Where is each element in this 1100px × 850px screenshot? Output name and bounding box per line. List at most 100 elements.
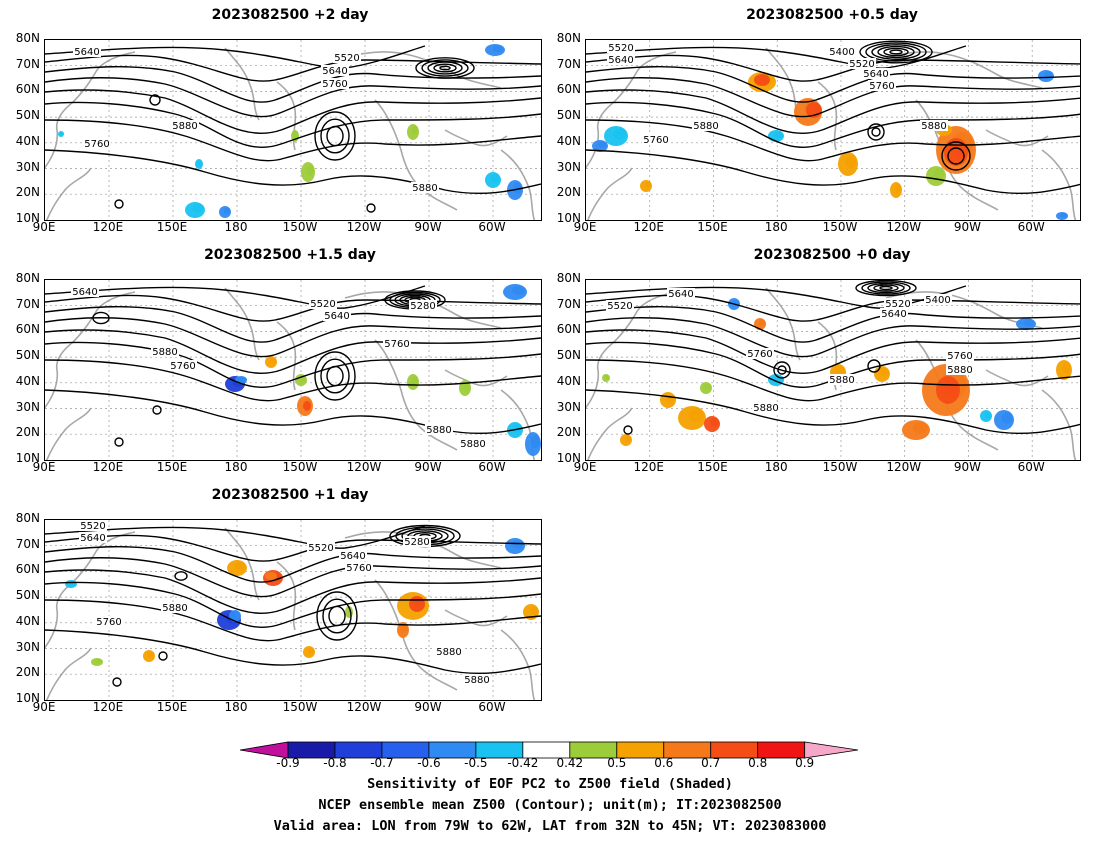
z500-closed-contour [314, 111, 356, 161]
sensitivity-patch [91, 658, 103, 666]
contour-label: 5280 [410, 301, 435, 312]
lon-tick-label: 90E [32, 460, 56, 474]
sensitivity-patch [303, 401, 311, 411]
z500-closed-contour [867, 123, 885, 141]
contour-label: 5520 [334, 53, 359, 64]
lat-tick-label: 70N [15, 296, 40, 311]
lat-tick-label: 20N [15, 185, 40, 200]
lon-tick-label: 90W [414, 220, 442, 234]
sensitivity-patch [700, 382, 712, 394]
z500-closed-contour [623, 425, 633, 435]
lat-tick-label: 70N [15, 536, 40, 551]
contour-label: 5640 [668, 289, 693, 300]
z500-contour [586, 149, 1080, 195]
sensitivity-patch [185, 202, 205, 218]
colorbar-tick-label: 0.42 [556, 756, 584, 770]
z500-closed-contour [320, 118, 350, 154]
lat-tick-label: 50N [15, 348, 40, 363]
z500-contour [586, 389, 1080, 435]
colorbar [240, 741, 859, 759]
panel-title-p1: 2023082500 +1 day [211, 487, 369, 503]
colorbar-tick-label: 0.5 [607, 756, 627, 770]
sensitivity-patch [265, 572, 277, 580]
contour-label: 5520 [310, 299, 335, 310]
z500-contour [45, 54, 541, 82]
z500-contour [586, 317, 1080, 358]
lon-tick-label: 180 [764, 460, 788, 474]
sensitivity-patch [1038, 70, 1054, 82]
colorbar-tick-label: -0.42 [507, 756, 539, 770]
panel-title-p0: 2023082500 +0 day [753, 247, 911, 263]
contour-label: 5880 [460, 439, 485, 450]
z500-closed-contour [867, 282, 905, 294]
sensitivity-patch [58, 131, 64, 137]
map-panel-p2: 5640 5520 5640 5760 5880 5760 5880 [44, 39, 542, 221]
contour-label: 5760 [322, 79, 347, 90]
z500-closed-contour [421, 59, 469, 77]
contour-label: 5520 [308, 543, 333, 554]
contour-label: 5760 [869, 81, 894, 92]
z500-closed-contour [777, 365, 787, 375]
contour-label: 5640 [608, 55, 633, 66]
lon-tick-label: 180 [224, 220, 248, 234]
colorbar-tick-label: -0.8 [323, 756, 347, 770]
colorbar-tick-label: 0.7 [701, 756, 721, 770]
sensitivity-patch [265, 356, 277, 368]
z500-closed-contour [859, 40, 933, 64]
lat-tick-label: 50N [556, 108, 581, 123]
lat-tick-label: 10N [15, 450, 40, 465]
z500-contour [45, 359, 541, 402]
z500-closed-contour [174, 571, 188, 581]
contour-label: 5640 [72, 287, 97, 298]
colorbar-tick-label: 0.8 [748, 756, 768, 770]
z500-contour [586, 101, 1080, 149]
colorbar-tick-label: 0.9 [795, 756, 815, 770]
lat-tick-label: 60N [556, 82, 581, 97]
z500-closed-contour [867, 359, 881, 373]
lat-tick-label: 20N [556, 425, 581, 440]
z500-closed-contour [114, 199, 124, 209]
lat-tick-label: 40N [15, 133, 40, 148]
lat-tick-label: 10N [556, 450, 581, 465]
lat-tick-label: 80N [556, 271, 581, 285]
sensitivity-patch [227, 560, 247, 576]
lon-tick-label: 150W [282, 460, 318, 474]
lat-tick-label: 50N [15, 108, 40, 123]
lat-tick-label: 20N [15, 425, 40, 440]
z500-closed-contour [433, 63, 457, 73]
sensitivity-patch [525, 432, 541, 456]
contour-label: 5760 [96, 617, 121, 628]
z500-contour [45, 317, 541, 358]
sensitivity-patch [143, 650, 155, 662]
colorbar-tick-label: 0.6 [654, 756, 674, 770]
contour-label: 5880 [426, 425, 451, 436]
contour-label: 5520 [608, 43, 633, 54]
z500-closed-contour [871, 44, 921, 60]
z500-contour [586, 294, 1080, 322]
contour-label: 5880 [436, 647, 461, 658]
lon-tick-label: 180 [764, 220, 788, 234]
lat-tick-label: 40N [556, 133, 581, 148]
sensitivity-patch [980, 410, 992, 422]
z500-closed-contour [855, 280, 917, 297]
contour-label: 5760 [384, 339, 409, 350]
lat-tick-label: 50N [15, 588, 40, 603]
map-panel-p05: 5520 5640 5400 5520 5640 5760 5880 5760 5880 [585, 39, 1081, 221]
colorbar-tick-label: -0.9 [276, 756, 300, 770]
contour-label: 5880 [412, 183, 437, 194]
lon-tick-label: 60W [1017, 460, 1045, 474]
z500-contour [45, 119, 541, 162]
lon-tick-label: 90E [573, 460, 597, 474]
z500-contour [45, 89, 541, 135]
sensitivity-patch [602, 374, 610, 382]
z500-contour [586, 77, 1080, 118]
sensitivity-patch [397, 622, 409, 638]
caption-line-2: NCEP ensemble mean Z500 (Contour); unit(… [318, 797, 782, 813]
lon-tick-label: 120E [92, 700, 124, 714]
lat-tick-label: 30N [556, 159, 581, 174]
z500-contour [45, 294, 541, 322]
contour-label: 5880 [464, 675, 489, 686]
sensitivity-patch [604, 126, 628, 146]
sensitivity-patch [874, 366, 890, 382]
z500-closed-contour [316, 591, 358, 641]
